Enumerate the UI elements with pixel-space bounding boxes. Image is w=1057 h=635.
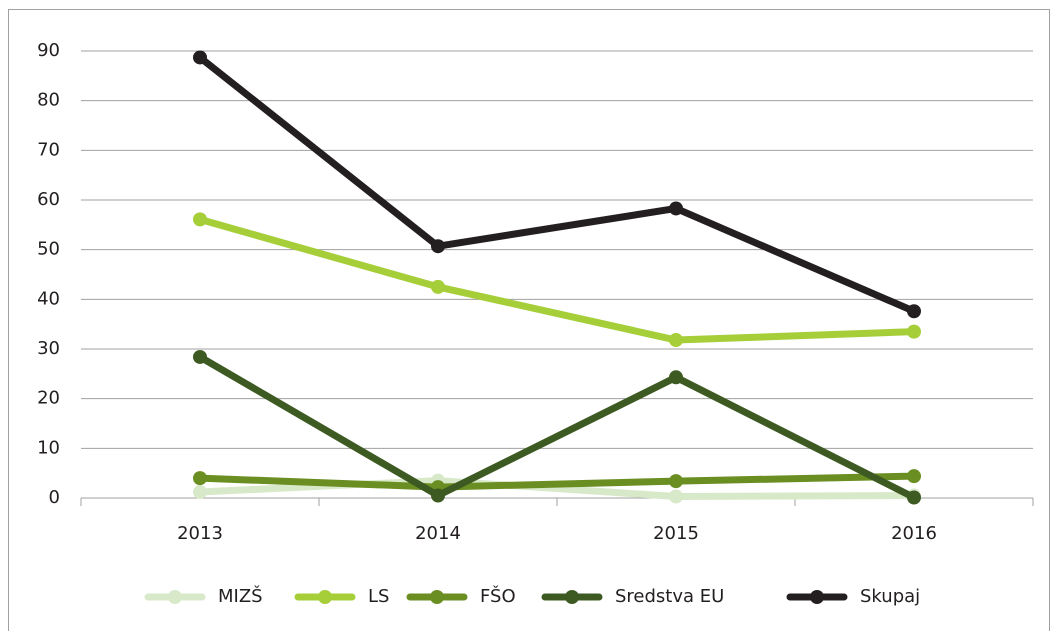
- legend-marker: [168, 590, 182, 604]
- legend-label: Skupaj: [860, 586, 920, 607]
- legend-label: LS: [368, 586, 389, 607]
- chart-frame: [8, 9, 1050, 635]
- series-line: [196, 353, 918, 502]
- point: [193, 485, 207, 500]
- point: [193, 50, 207, 65]
- series-line: [196, 53, 918, 315]
- series-line: [196, 477, 918, 501]
- x-tick-label: 2016: [891, 523, 937, 544]
- point: [431, 488, 445, 503]
- legend-marker: [430, 590, 444, 604]
- point: [907, 490, 921, 505]
- legend-marker: [565, 590, 579, 604]
- y-tick-label: 90: [37, 40, 60, 61]
- point: [431, 279, 445, 294]
- series-line: [196, 472, 918, 491]
- point: [669, 370, 683, 385]
- legend-label: MIZŠ: [218, 585, 263, 607]
- series-line: [196, 215, 918, 344]
- y-tick-label: 0: [49, 487, 60, 508]
- y-tick-label: 70: [37, 139, 60, 160]
- legend-label: Sredstva EU: [615, 586, 724, 607]
- y-tick-label: 40: [37, 288, 60, 309]
- x-tick-label: 2013: [177, 523, 223, 544]
- y-tick-label: 80: [37, 90, 60, 111]
- x-tick-label: 2015: [653, 523, 699, 544]
- x-tick-label: 2014: [415, 523, 461, 544]
- legend-marker: [810, 590, 824, 604]
- y-tick-label: 20: [37, 388, 60, 409]
- point: [907, 469, 921, 484]
- point: [907, 304, 921, 319]
- y-tick-label: 60: [37, 189, 60, 210]
- y-tick-label: 50: [37, 239, 60, 260]
- point: [193, 471, 207, 486]
- point: [669, 201, 683, 216]
- point: [193, 212, 207, 227]
- point: [193, 349, 207, 364]
- point: [669, 489, 683, 504]
- y-tick-label: 30: [37, 338, 60, 359]
- legend-marker: [318, 590, 332, 604]
- point: [431, 239, 445, 254]
- y-tick-label: 10: [37, 437, 60, 458]
- point: [907, 324, 921, 339]
- legend-label: FŠO: [480, 585, 516, 607]
- point: [669, 333, 683, 348]
- point: [669, 474, 683, 489]
